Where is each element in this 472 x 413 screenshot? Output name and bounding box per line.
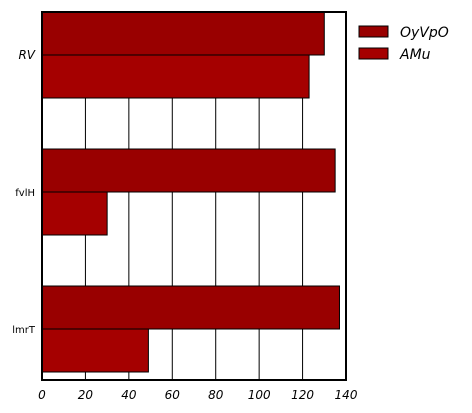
x-tick-label: 80	[208, 388, 224, 402]
category-label: RV	[18, 48, 35, 62]
x-tick-label: 60	[165, 388, 181, 402]
legend: OyVpO AMu	[358, 25, 449, 63]
bars	[41, 11, 340, 373]
category-label: fvlH	[15, 188, 35, 199]
plot-frame	[41, 11, 347, 381]
legend-label: OyVpO	[400, 25, 449, 41]
bar-AMu-lmrT	[41, 328, 149, 373]
bar-AMu-RV	[41, 54, 310, 99]
x-tick-label: 20	[78, 388, 94, 402]
category-label: lmrT	[12, 325, 36, 336]
legend-swatch	[358, 25, 389, 38]
x-tick-label: 40	[121, 388, 137, 402]
x-tick-label: 0	[38, 388, 46, 402]
x-tick-label: 140	[335, 388, 358, 402]
bar-AMu-fvlH	[41, 191, 108, 236]
x-tick-label: 120	[291, 388, 314, 402]
bar-OyVpO-RV	[41, 11, 325, 56]
y-axis-categories: RV fvlH lmrT	[12, 48, 36, 336]
bar-OyVpO-lmrT	[41, 285, 340, 330]
legend-label: AMu	[399, 47, 431, 63]
bar-OyVpO-fvlH	[41, 148, 336, 193]
x-tick-label: 100	[248, 388, 271, 402]
x-axis-ticks: 0 20 40 60 80 100 120 140	[38, 388, 358, 402]
legend-swatch	[358, 47, 389, 60]
